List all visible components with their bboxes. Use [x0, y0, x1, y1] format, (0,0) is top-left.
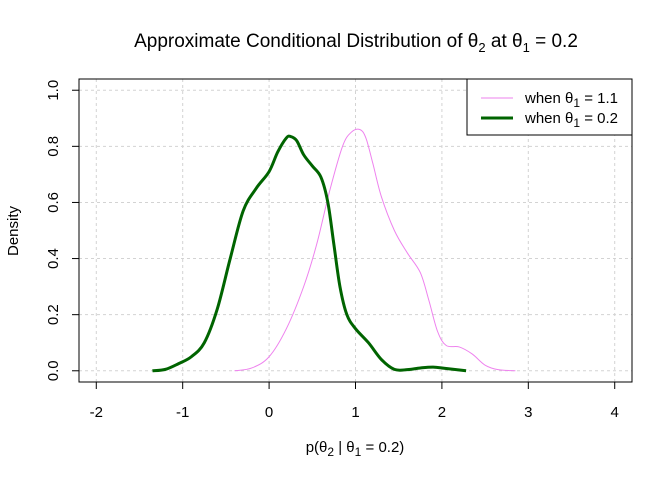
x-tick-label: 4 [611, 404, 619, 421]
x-tick-label: 0 [265, 404, 273, 421]
x-tick-label: 2 [438, 404, 446, 421]
x-axis-label: p(θ2 | θ1 = 0.2) [306, 439, 405, 459]
x-axis: -2 -1 0 1 2 3 4 [90, 381, 619, 421]
legend-label-1: when θ1 = 1.1 [524, 90, 618, 110]
y-tick-label: 1.0 [45, 80, 62, 101]
x-tick-label: -2 [90, 404, 103, 421]
legend-box [466, 78, 633, 136]
legend-label-2: when θ1 = 0.2 [524, 110, 618, 130]
y-tick-label: 0.8 [45, 136, 62, 157]
series-line-1 [234, 128, 516, 372]
series-line-2 [152, 134, 467, 373]
chart-title: Approximate Conditional Distribution of … [134, 31, 578, 55]
y-axis-label: Density [5, 205, 22, 256]
y-axis: 0.0 0.2 0.4 0.6 0.8 1.0 [45, 80, 80, 381]
x-tick-label: 1 [351, 404, 359, 421]
y-tick-label: 0.6 [45, 192, 62, 213]
series-group [152, 128, 516, 373]
x-tick-label: -1 [176, 404, 189, 421]
y-tick-label: 0.4 [45, 248, 62, 269]
y-tick-label: 0.2 [45, 304, 62, 325]
y-tick-label: 0.0 [45, 360, 62, 381]
x-tick-label: 3 [524, 404, 532, 421]
